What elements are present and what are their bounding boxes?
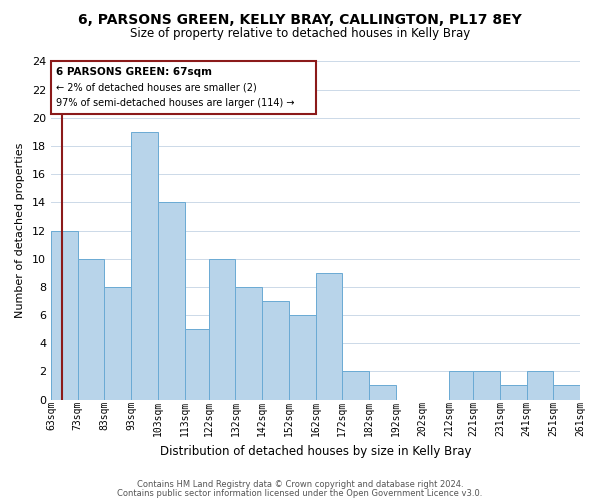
Text: ← 2% of detached houses are smaller (2): ← 2% of detached houses are smaller (2) <box>56 82 257 92</box>
Bar <box>209 258 235 400</box>
Text: 6, PARSONS GREEN, KELLY BRAY, CALLINGTON, PL17 8EY: 6, PARSONS GREEN, KELLY BRAY, CALLINGTON… <box>78 12 522 26</box>
Y-axis label: Number of detached properties: Number of detached properties <box>15 143 25 318</box>
Text: 6 PARSONS GREEN: 67sqm: 6 PARSONS GREEN: 67sqm <box>56 67 212 77</box>
X-axis label: Distribution of detached houses by size in Kelly Bray: Distribution of detached houses by size … <box>160 444 471 458</box>
Bar <box>527 372 553 400</box>
Bar <box>473 372 500 400</box>
Text: Contains HM Land Registry data © Crown copyright and database right 2024.: Contains HM Land Registry data © Crown c… <box>137 480 463 489</box>
FancyBboxPatch shape <box>51 62 316 114</box>
Bar <box>185 329 209 400</box>
Bar <box>235 287 262 400</box>
Bar <box>131 132 158 400</box>
Bar <box>449 372 473 400</box>
Text: 97% of semi-detached houses are larger (114) →: 97% of semi-detached houses are larger (… <box>56 98 295 108</box>
Bar <box>342 372 369 400</box>
Bar <box>51 230 78 400</box>
Bar <box>78 258 104 400</box>
Bar <box>316 273 342 400</box>
Bar <box>369 386 395 400</box>
Bar <box>158 202 185 400</box>
Text: Contains public sector information licensed under the Open Government Licence v3: Contains public sector information licen… <box>118 488 482 498</box>
Text: Size of property relative to detached houses in Kelly Bray: Size of property relative to detached ho… <box>130 28 470 40</box>
Bar <box>104 287 131 400</box>
Bar <box>553 386 580 400</box>
Bar <box>262 301 289 400</box>
Bar <box>500 386 527 400</box>
Bar <box>289 315 316 400</box>
